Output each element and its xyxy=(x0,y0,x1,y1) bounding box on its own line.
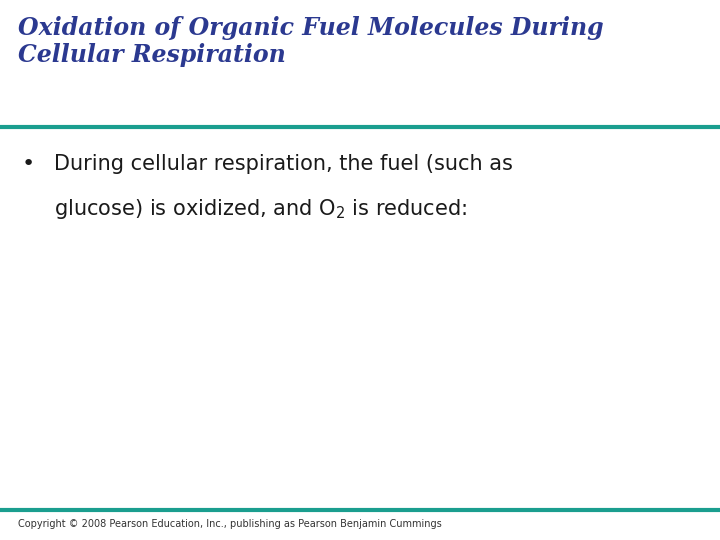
Text: •: • xyxy=(22,154,35,174)
Text: During cellular respiration, the fuel (such as: During cellular respiration, the fuel (s… xyxy=(54,154,513,174)
Text: glucose) is oxidized, and O$_2$ is reduced:: glucose) is oxidized, and O$_2$ is reduc… xyxy=(54,197,467,221)
Text: Oxidation of Organic Fuel Molecules During
Cellular Respiration: Oxidation of Organic Fuel Molecules Duri… xyxy=(18,16,603,67)
Text: Copyright © 2008 Pearson Education, Inc., publishing as Pearson Benjamin Cumming: Copyright © 2008 Pearson Education, Inc.… xyxy=(18,519,442,530)
